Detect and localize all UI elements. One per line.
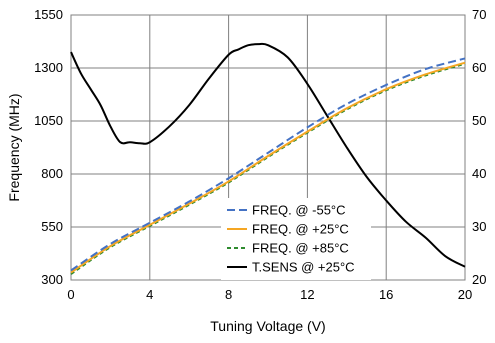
- x-tick-label: 4: [146, 287, 153, 302]
- series-line-3: [70, 42, 466, 268]
- y2-tick-label: 20: [472, 272, 486, 287]
- y-tick-label: 1300: [34, 60, 63, 75]
- x-tick-label: 8: [225, 287, 232, 302]
- y2-tick-label: 30: [472, 219, 486, 234]
- x-tick-label: 0: [67, 287, 74, 302]
- legend-label-0: FREQ. @ -55°C: [252, 203, 346, 218]
- y-tick-label: 550: [41, 219, 63, 234]
- legend: FREQ. @ -55°C FREQ. @ +25°C FREQ. @ +85°C T…: [221, 198, 371, 280]
- y-tick-label: 300: [41, 272, 63, 287]
- y-tick-label: 1050: [34, 113, 63, 128]
- y2-tick-label: 60: [472, 60, 486, 75]
- y-axis-ticks: 300 550 800 1050 1300 1550: [34, 7, 63, 287]
- series-layer: [70, 42, 466, 275]
- y-tick-label: 800: [41, 166, 63, 181]
- x-tick-label: 16: [379, 287, 393, 302]
- y2-axis-ticks: 20 30 40 50 60 70: [472, 7, 486, 287]
- y-tick-label: 1550: [34, 7, 63, 22]
- x-tick-label: 20: [458, 287, 472, 302]
- y2-tick-label: 40: [472, 166, 486, 181]
- x-axis-ticks: 0 4 8 12 16 20: [67, 287, 472, 302]
- legend-label-3: T.SENS @ +25°C: [252, 260, 355, 275]
- legend-label-2: FREQ. @ +85°C: [252, 241, 349, 256]
- y2-tick-label: 50: [472, 113, 486, 128]
- y-axis-title: Frequency (MHz): [6, 93, 22, 201]
- legend-label-1: FREQ. @ +25°C: [252, 222, 349, 237]
- series-line-1: [70, 61, 466, 274]
- series-line-0: [70, 57, 466, 272]
- y2-tick-label: 70: [472, 7, 486, 22]
- x-tick-label: 12: [300, 287, 314, 302]
- x-axis-title: Tuning Voltage (V): [210, 318, 325, 334]
